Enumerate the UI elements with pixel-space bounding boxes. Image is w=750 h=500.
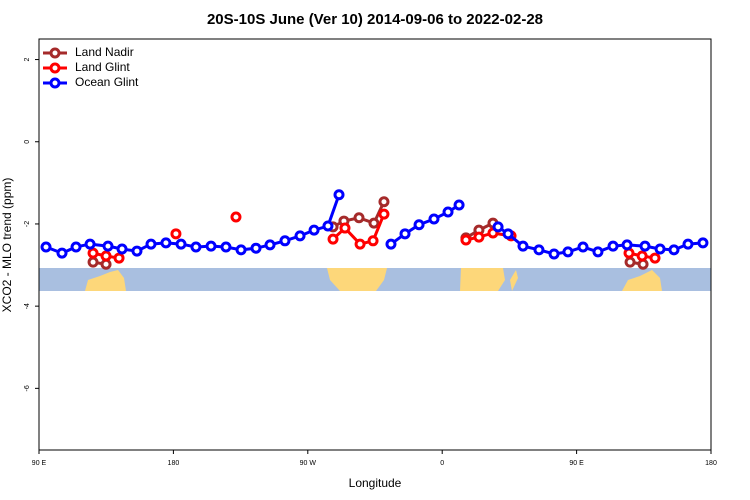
data-point — [607, 240, 619, 252]
data-point — [517, 240, 529, 252]
data-point — [668, 244, 680, 256]
data-point — [378, 208, 390, 220]
y-tick-label: -2 — [24, 221, 31, 227]
chart-title: 20S-10S June (Ver 10) 2014-09-06 to 2022… — [207, 11, 543, 28]
data-point — [250, 242, 262, 254]
data-point — [294, 230, 306, 242]
data-point — [624, 256, 636, 268]
land-shape — [327, 268, 387, 291]
x-tick-label: 90 E — [569, 460, 584, 467]
data-point — [533, 244, 545, 256]
data-point — [548, 248, 560, 260]
data-point — [453, 199, 465, 211]
legend-marker — [49, 47, 61, 59]
data-point — [113, 252, 125, 264]
data-point — [170, 228, 182, 240]
y-tick-label: -4 — [24, 303, 31, 309]
data-point — [339, 222, 351, 234]
data-point — [354, 238, 366, 250]
data-point — [592, 246, 604, 258]
data-point — [697, 237, 709, 249]
land-shape — [85, 270, 126, 291]
data-point — [413, 219, 425, 231]
y-tick-label: 2 — [24, 58, 31, 62]
data-point — [145, 238, 157, 250]
x-tick-label: 180 — [168, 460, 180, 467]
data-point — [460, 234, 472, 246]
data-point — [87, 256, 99, 268]
y-tick-label: 0 — [24, 140, 31, 144]
data-point — [190, 241, 202, 253]
data-point — [205, 240, 217, 252]
data-point — [327, 233, 339, 245]
data-point — [87, 247, 99, 259]
data-point — [399, 228, 411, 240]
x-tick-label: 90 E — [32, 460, 47, 467]
data-point — [368, 217, 380, 229]
plot-frame — [38, 38, 712, 451]
data-point — [220, 241, 232, 253]
data-point — [131, 245, 143, 257]
data-point — [442, 206, 454, 218]
data-point — [562, 246, 574, 258]
data-point — [102, 240, 114, 252]
data-point — [84, 238, 96, 250]
data-point — [502, 228, 514, 240]
data-point — [621, 239, 633, 251]
legend-label: Ocean Glint — [75, 75, 139, 89]
data-point — [230, 211, 242, 223]
legend-marker — [49, 62, 61, 74]
data-point — [56, 247, 68, 259]
data-point — [639, 240, 651, 252]
y-tick-label: -6 — [24, 385, 31, 391]
data-point — [235, 244, 247, 256]
x-tick-label: 90 W — [300, 460, 317, 467]
land-shape — [460, 268, 518, 291]
x-axis-label: Longitude — [349, 476, 402, 490]
data-point — [492, 221, 504, 233]
legend-marker — [49, 77, 61, 89]
data-point — [40, 241, 52, 253]
data-point — [116, 243, 128, 255]
data-point — [649, 252, 661, 264]
data-point — [473, 231, 485, 243]
data-point — [636, 250, 648, 262]
data-point — [70, 241, 82, 253]
data-point — [100, 250, 112, 262]
data-point — [175, 238, 187, 250]
data-point — [308, 224, 320, 236]
y-axis-label: XCO2 - MLO trend (ppm) — [0, 178, 14, 313]
data-point — [322, 220, 334, 232]
data-point — [367, 235, 379, 247]
data-point — [279, 235, 291, 247]
series-line — [465, 231, 512, 242]
legend-label: Land Glint — [75, 60, 130, 74]
data-point — [682, 238, 694, 250]
data-point — [385, 238, 397, 250]
land-shape — [622, 270, 662, 291]
x-tick-label: 0 — [440, 460, 444, 467]
data-point — [264, 239, 276, 251]
map-strip — [39, 268, 711, 291]
legend-label: Land Nadir — [75, 45, 134, 59]
data-point — [160, 237, 172, 249]
x-tick-label: 180 — [705, 460, 717, 467]
data-point — [654, 243, 666, 255]
data-point — [378, 196, 390, 208]
data-point — [428, 213, 440, 225]
data-point — [577, 241, 589, 253]
data-point — [353, 212, 365, 224]
data-point — [333, 189, 345, 201]
